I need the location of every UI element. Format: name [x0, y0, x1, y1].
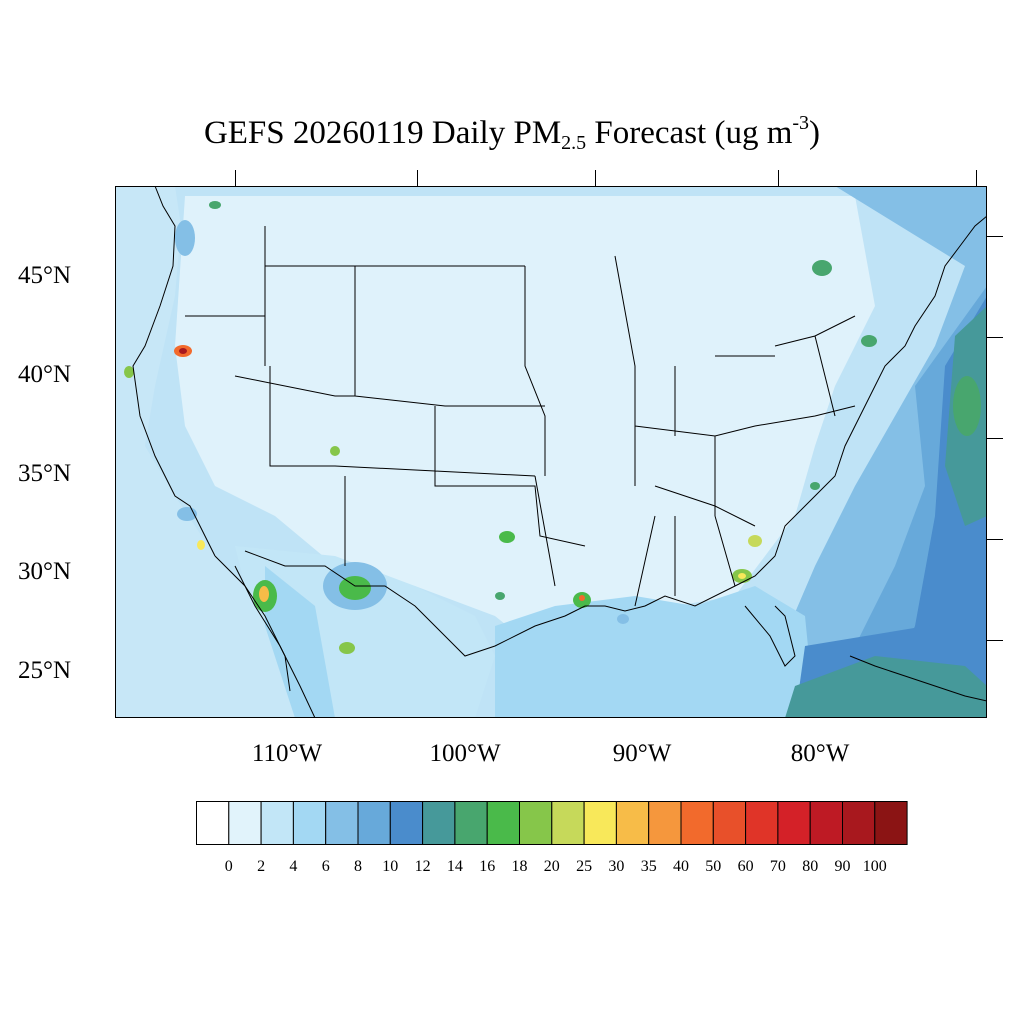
colorbar-label: 4: [289, 858, 298, 875]
gulf-of-mexico: [495, 586, 815, 718]
lon-label-80: 80°W: [790, 740, 850, 767]
lat-label-35: 35°N: [18, 460, 72, 487]
hotspots: [124, 201, 877, 654]
colorbar-box: [292, 801, 327, 845]
colorbar-label: 35: [640, 858, 657, 875]
right-ticks: [987, 186, 1003, 718]
lon-label-90: 90°W: [612, 740, 672, 767]
baja-gulf: [265, 566, 335, 718]
colorbar-box: [809, 801, 844, 845]
colorbar-box: [551, 801, 585, 845]
colorbar-label: 14: [446, 858, 463, 875]
colorbar-box: [745, 801, 779, 845]
colorbar-label: 40: [673, 858, 689, 875]
pm25-map: [115, 186, 987, 718]
colorbar-box: [583, 801, 617, 845]
colorbar-label: 6: [321, 858, 330, 875]
colorbar-label: 50: [705, 858, 722, 875]
lon-label-110: 110°W: [251, 740, 323, 767]
colorbar-label: 70: [769, 858, 786, 875]
colorbar-box: [777, 801, 811, 845]
colorbar-label: 60: [737, 858, 754, 875]
lon-label-100: 100°W: [429, 740, 501, 767]
lat-label-25: 25°N: [18, 657, 72, 684]
colorbar-label: 25: [576, 858, 593, 875]
colorbar-box: [874, 801, 908, 845]
lat-label-45: 45°N: [18, 262, 72, 289]
colorbar-box: [615, 801, 650, 845]
boundaries: [132, 186, 987, 718]
colorbar-label: 16: [479, 858, 496, 875]
atlantic-green-spot: [953, 376, 981, 436]
colorbar-label: 2: [257, 858, 266, 875]
colorbar-box: [325, 801, 359, 845]
top-ticks: [115, 170, 987, 186]
colorbar-label: 12: [414, 858, 431, 875]
colorbar-box: [228, 801, 262, 845]
map-title: GEFS 20260119 Daily PM2.5 Forecast (ug m…: [203, 112, 821, 154]
colorbar-box: [680, 801, 714, 845]
colorbar-label: 100: [862, 858, 887, 875]
colorbar-label: 10: [382, 858, 399, 875]
lat-label-30: 30°N: [18, 558, 72, 585]
colorbar-label: 90: [834, 858, 851, 875]
colorbar-box: [422, 801, 456, 845]
lat-label-40: 40°N: [18, 361, 72, 388]
colorbar-label: 18: [511, 858, 528, 875]
caribbean-green: [785, 656, 987, 718]
colorbar: [196, 801, 908, 845]
colorbar-box: [712, 801, 747, 845]
colorbar-label: 80: [802, 858, 819, 875]
colorbar-label: 8: [354, 858, 362, 875]
colorbar-box: [454, 801, 488, 845]
colorbar-box: [486, 801, 521, 845]
map-frame: [115, 186, 987, 718]
pacific-ocean: [115, 186, 305, 718]
colorbar-box: [357, 801, 391, 845]
colorbar-label: 30: [608, 858, 625, 875]
colorbar-label: 0: [224, 858, 233, 875]
land-interior: [175, 196, 875, 656]
colorbar-box: [519, 801, 553, 845]
colorbar-box: [260, 801, 294, 845]
colorbar-box: [389, 801, 424, 845]
colorbar-label: 20: [543, 858, 560, 875]
colorbar-box: [196, 801, 230, 845]
colorbar-box: [648, 801, 682, 845]
colorbar-box: [842, 801, 876, 845]
